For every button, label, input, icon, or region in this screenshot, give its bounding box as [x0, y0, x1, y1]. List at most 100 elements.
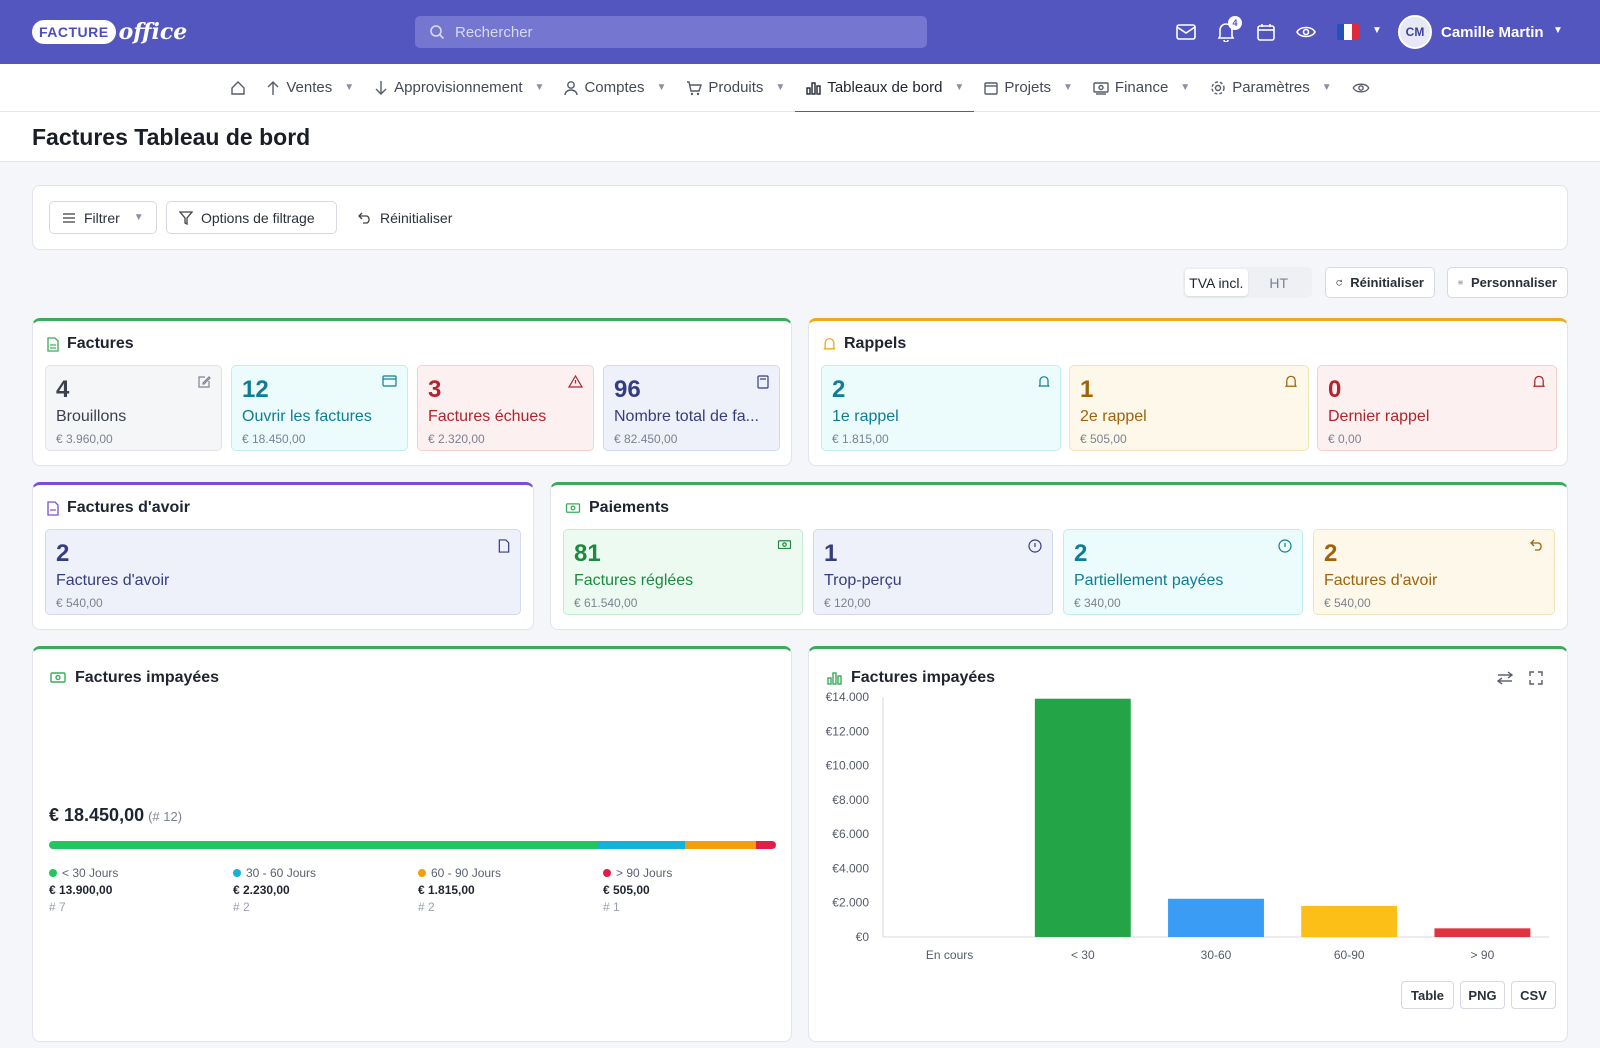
fullscreen-icon[interactable]	[1529, 671, 1543, 685]
bell-icon	[1038, 376, 1050, 387]
app-logo[interactable]: FACTURE office	[32, 14, 187, 50]
x-tick-label: 30-60	[1201, 948, 1232, 962]
bar-chart-icon	[806, 81, 822, 95]
top-bar: FACTURE office Rechercher 4 ▼ CM Camille…	[0, 0, 1600, 64]
legend-count: # 1	[603, 900, 620, 914]
card-count: 2	[1074, 540, 1088, 567]
aging-legend-item: 60 - 90 Jours € 1.815,00 # 2	[418, 866, 501, 914]
unpaid-chart-title: Factures impayées	[825, 669, 995, 687]
bell-icon[interactable]: 4	[1214, 16, 1242, 44]
png-button[interactable]: PNG	[1460, 981, 1505, 1009]
nav-approvisionnement[interactable]: Approvisionnement ▼	[364, 64, 554, 112]
vat-toggle: TVA incl. HT	[1183, 267, 1312, 298]
arrow-up-icon	[267, 80, 279, 95]
logo-word: office	[118, 19, 188, 45]
warning-icon	[568, 375, 583, 388]
card-label: Nombre total de fa...	[614, 408, 759, 425]
legend-value: € 505,00	[603, 883, 650, 897]
language-flag-icon[interactable]	[1337, 24, 1359, 40]
nav-comptes[interactable]: Comptes ▼	[554, 64, 676, 112]
chevron-down-icon[interactable]: ▼	[1372, 25, 1382, 36]
card-count: 81	[574, 540, 601, 567]
reset-dashboard-label: Réinitialiser	[1350, 275, 1424, 290]
nav-home[interactable]	[220, 64, 256, 112]
reset-filters-button[interactable]: Réinitialiser	[346, 201, 465, 234]
vat-incl-option[interactable]: TVA incl.	[1185, 269, 1248, 296]
search-input[interactable]: Rechercher	[415, 16, 927, 48]
calendar-icon	[984, 81, 999, 95]
last-reminder-card[interactable]: 0 Dernier rappel € 0,00	[1317, 365, 1557, 451]
csv-button[interactable]: CSV	[1511, 981, 1556, 1009]
main-nav: Ventes ▼ Approvisionnement ▼ Comptes ▼ Prod…	[0, 64, 1600, 113]
nav-ventes[interactable]: Ventes ▼	[256, 64, 364, 112]
card-count: 96	[614, 376, 641, 403]
notification-badge: 4	[1228, 16, 1242, 30]
paid-invoices-card[interactable]: 81 Factures réglées € 61.540,00	[563, 529, 803, 615]
card-label: Ouvrir les factures	[242, 408, 372, 425]
vat-excl-option[interactable]: HT	[1269, 274, 1289, 291]
table-button[interactable]: Table	[1401, 981, 1454, 1009]
money-icon	[1093, 81, 1109, 95]
filter-options-button[interactable]: Options de filtrage	[166, 201, 337, 234]
card-amount: € 0,00	[1328, 432, 1362, 446]
avatar[interactable]: CM	[1398, 15, 1432, 49]
swap-icon[interactable]	[1497, 671, 1513, 685]
unpaid-total-count: (# 12)	[148, 809, 183, 824]
nav-projets[interactable]: Projets ▼	[974, 64, 1083, 112]
eye-icon[interactable]	[1294, 20, 1318, 44]
undo-icon	[358, 212, 370, 224]
invoices-panel-title: Factures	[47, 335, 134, 353]
drafts-card[interactable]: 4 Brouillons € 3.960,00	[45, 365, 222, 451]
card-count: 2	[1324, 540, 1338, 567]
chevron-down-icon: ▼	[344, 82, 355, 93]
card-count: 1	[824, 540, 838, 567]
partially-paid-card[interactable]: 2 Partiellement payées € 340,00	[1063, 529, 1303, 615]
y-tick-label: €8.000	[832, 793, 869, 807]
card-count: 4	[56, 376, 70, 403]
legend-count: # 2	[233, 900, 250, 914]
chevron-down-icon[interactable]: ▼	[1553, 25, 1563, 36]
overpaid-card[interactable]: 1 Trop-perçu € 120,00	[813, 529, 1053, 615]
first-reminder-card[interactable]: 2 1e rappel € 1.815,00	[821, 365, 1061, 451]
nav-parametres[interactable]: Paramètres ▼	[1200, 64, 1341, 112]
nav-tableaux-de-bord[interactable]: Tableaux de bord ▼	[795, 64, 975, 113]
legend-value: € 13.900,00	[49, 883, 113, 897]
bell-ring-icon	[1285, 375, 1297, 387]
card-label: Factures d'avoir	[56, 572, 170, 589]
nav-finance[interactable]: Finance ▼	[1083, 64, 1200, 112]
second-reminder-card[interactable]: 1 2e rappel € 505,00	[1069, 365, 1309, 451]
reset-dashboard-button[interactable]: Réinitialiser	[1325, 267, 1435, 298]
legend-count: # 7	[49, 900, 66, 914]
legend-count: # 2	[418, 900, 435, 914]
info-icon	[1278, 539, 1292, 553]
card-amount: € 505,00	[1080, 432, 1127, 446]
filter-label: Filtrer	[84, 209, 120, 226]
user-name[interactable]: Camille Martin	[1441, 24, 1544, 41]
payment-credit-notes-card[interactable]: 2 Factures d'avoir € 540,00	[1313, 529, 1555, 615]
gear-icon	[1211, 80, 1225, 95]
x-tick-label: < 30	[1071, 948, 1095, 962]
credit-notes-card[interactable]: 2 Factures d'avoir € 540,00	[45, 529, 521, 615]
customize-button[interactable]: Personnaliser	[1447, 267, 1568, 298]
y-tick-label: €12.000	[826, 724, 870, 738]
card-label: Factures réglées	[574, 572, 694, 589]
legend-label: > 90 Jours	[616, 866, 673, 880]
bar	[1301, 905, 1398, 937]
total-invoices-card[interactable]: 96 Nombre total de fa... € 82.450,00	[603, 365, 780, 451]
overdue-invoices-card[interactable]: 3 Factures échues € 2.320,00	[417, 365, 594, 451]
bar	[1034, 698, 1131, 937]
card-label: Factures échues	[428, 408, 547, 425]
calendar-icon[interactable]	[1254, 20, 1278, 44]
legend-dot-red	[603, 869, 611, 877]
nav-visibility[interactable]	[1342, 64, 1380, 112]
unpaid-total-value: € 18.450,00	[49, 805, 145, 825]
mail-icon[interactable]	[1174, 20, 1198, 44]
nav-produits[interactable]: Produits ▼	[676, 64, 795, 112]
card-count: 12	[242, 376, 269, 403]
payments-panel: Paiements 81 Factures réglées € 61.540,0…	[550, 482, 1568, 630]
x-tick-label: 60-90	[1334, 948, 1365, 962]
open-invoices-card[interactable]: 12 Ouvrir les factures € 18.450,00	[231, 365, 408, 451]
card-label: Dernier rappel	[1328, 408, 1430, 425]
filter-button[interactable]: Filtrer ▼	[49, 201, 157, 234]
eye-icon	[1352, 82, 1370, 93]
